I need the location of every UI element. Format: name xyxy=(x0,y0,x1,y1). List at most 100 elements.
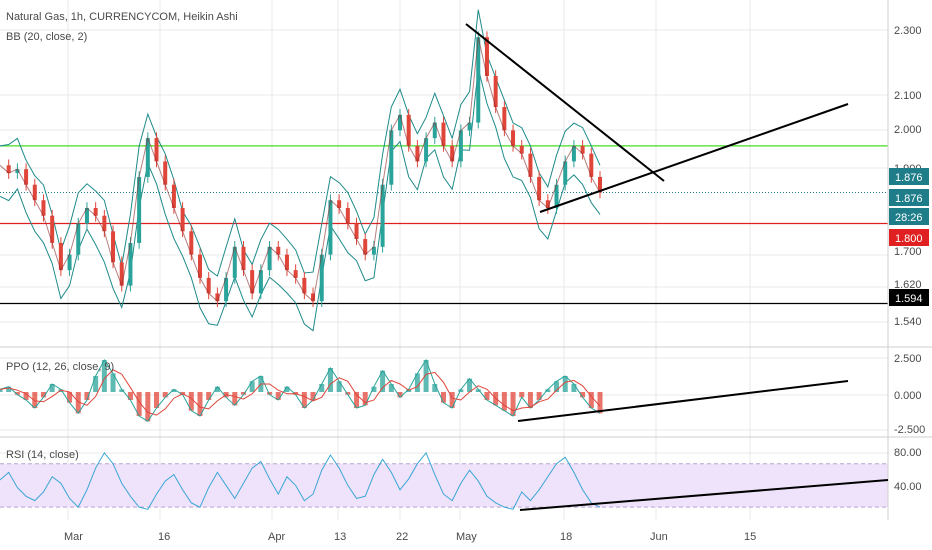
candle-body-20 xyxy=(171,184,176,208)
trendline-ppo[interactable] xyxy=(517,380,849,422)
ppo-bar-67 xyxy=(580,392,586,398)
ppo-bar-24 xyxy=(206,392,212,400)
candle-body-3 xyxy=(24,169,29,185)
ppo-bar-66 xyxy=(571,384,577,392)
candle-body-68 xyxy=(589,153,594,177)
x-tick-3: 13 xyxy=(334,531,346,543)
x-tick-0: Mar xyxy=(64,531,83,543)
candle-body-27 xyxy=(232,246,237,278)
ppo-signal-line xyxy=(0,369,601,416)
candle-body-25 xyxy=(215,293,220,302)
candle-body-6 xyxy=(50,215,55,243)
ppo-pane xyxy=(0,358,603,423)
ppo-bar-16 xyxy=(136,392,142,416)
candle-body-7 xyxy=(58,242,63,271)
ppo-bar-52 xyxy=(449,392,455,408)
ppo-bar-38 xyxy=(327,368,333,392)
ppo-bar-4 xyxy=(32,392,38,408)
ppo-bar-15 xyxy=(127,392,133,400)
candle-body-65 xyxy=(563,161,568,185)
ppo-bar-32 xyxy=(275,392,281,400)
candle-body-42 xyxy=(363,239,368,255)
trendline-ascending-price[interactable] xyxy=(539,103,849,213)
ppo-bar-46 xyxy=(397,392,403,398)
bb-upper xyxy=(0,9,601,277)
ppo-bar-13 xyxy=(110,373,116,392)
grid xyxy=(0,0,888,520)
price-tag-0: 1.876 xyxy=(895,172,923,184)
candle-body-41 xyxy=(354,223,359,240)
ppo-bar-53 xyxy=(458,389,464,392)
candle-body-33 xyxy=(284,254,289,271)
candle-body-55 xyxy=(476,37,481,123)
ppo-bar-8 xyxy=(67,392,73,403)
candle-body-8 xyxy=(67,254,72,271)
candle-body-26 xyxy=(224,277,229,302)
ppo-bar-33 xyxy=(284,386,290,392)
ppo-bar-48 xyxy=(414,373,420,392)
candle-body-47 xyxy=(406,114,411,146)
candle-body-39 xyxy=(337,200,342,208)
ppo-bar-62 xyxy=(536,392,542,400)
candle-body-38 xyxy=(328,200,333,255)
ppo-bar-50 xyxy=(432,384,438,392)
candle-body-18 xyxy=(154,138,159,162)
ppo-bar-2 xyxy=(14,392,20,395)
ppo-bar-3 xyxy=(23,392,29,400)
candle-body-48 xyxy=(415,145,420,162)
ppo-tick-2: -2.500 xyxy=(894,424,925,436)
ppo-bar-69 xyxy=(597,392,603,414)
ppo-bar-23 xyxy=(197,392,203,416)
ppo-bar-25 xyxy=(214,386,220,392)
candle-body-36 xyxy=(311,293,316,302)
price-tag-1: 1.876 xyxy=(895,193,923,205)
trendline-rsi[interactable] xyxy=(519,479,889,511)
candle-body-43 xyxy=(371,246,376,255)
candle-body-61 xyxy=(528,153,533,177)
ppo-bar-63 xyxy=(545,389,551,392)
candle-body-34 xyxy=(293,270,298,278)
price-line xyxy=(0,37,601,303)
ppo-bar-42 xyxy=(362,392,368,406)
rsi-tick-1: 40.00 xyxy=(894,481,922,493)
candle-body-46 xyxy=(398,114,402,131)
ppo-bar-12 xyxy=(101,360,107,392)
candle-body-22 xyxy=(189,231,194,255)
candle-body-63 xyxy=(545,200,550,208)
ppo-bar-54 xyxy=(467,378,473,392)
price-pane xyxy=(0,9,888,332)
candle-body-45 xyxy=(389,130,394,185)
ppo-bar-10 xyxy=(84,392,90,400)
ppo-bar-19 xyxy=(162,392,168,398)
candle-body-21 xyxy=(180,208,185,232)
x-tick-8: 15 xyxy=(744,531,756,543)
candle-body-12 xyxy=(102,215,107,232)
x-tick-4: 22 xyxy=(396,531,408,543)
candle-body-13 xyxy=(111,231,116,263)
candle-body-14 xyxy=(119,262,124,286)
candle-body-49 xyxy=(424,138,429,162)
candle-body-1 xyxy=(6,165,11,174)
ppo-bar-49 xyxy=(423,360,429,392)
price-tag-bg-3 xyxy=(889,229,929,246)
x-tick-5: May xyxy=(456,531,477,543)
candle-body-51 xyxy=(441,122,446,146)
price-tag-3: 1.800 xyxy=(895,233,923,245)
ppo-bar-41 xyxy=(354,392,360,408)
rsi-label: RSI (14, close) xyxy=(6,449,79,461)
x-tick-1: 16 xyxy=(158,531,170,543)
ppo-line xyxy=(0,358,601,423)
candle-body-5 xyxy=(41,200,46,216)
price-tick-1: 2.100 xyxy=(894,90,922,102)
rsi-line xyxy=(0,451,601,510)
trendline-descending[interactable] xyxy=(465,23,665,182)
candle-body-19 xyxy=(163,161,168,185)
ppo-bar-22 xyxy=(188,392,194,411)
bb-lower xyxy=(0,68,601,332)
ppo-bar-35 xyxy=(301,392,307,408)
candle-body-57 xyxy=(493,76,498,108)
candle-body-4 xyxy=(32,184,37,201)
candle-body-58 xyxy=(502,107,507,131)
ppo-bar-29 xyxy=(249,381,255,392)
